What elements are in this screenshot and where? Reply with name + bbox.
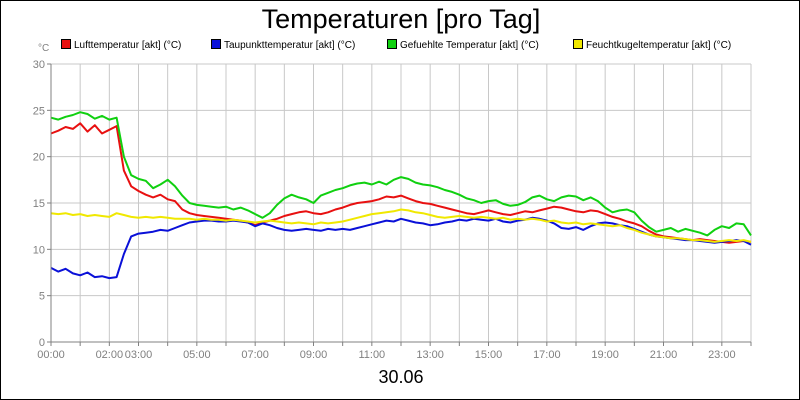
y-axis-unit: °C	[38, 43, 50, 54]
x-tick-label: 07:00	[241, 349, 269, 361]
legend-swatch-taupunkttemperatur	[211, 39, 221, 50]
y-tick-label: 25	[33, 105, 45, 117]
series-line-lufttemperatur	[50, 122, 752, 244]
date-label: 30.06	[378, 367, 424, 387]
x-tick-label: 02:00	[96, 349, 124, 361]
x-tick-label: 15:00	[475, 349, 503, 361]
legend-item-lufttemperatur: Lufttemperatur [akt] (°C)	[61, 39, 181, 53]
legend-item-taupunkttemperatur: Taupunkttemperatur [akt] (°C)	[211, 39, 355, 53]
y-tick-label: 5	[39, 291, 45, 303]
legend: Lufttemperatur [akt] (°C) Taupunkttemper…	[1, 39, 799, 53]
x-tick-label: 17:00	[533, 349, 561, 361]
series-line-gefuehlte-temperatur	[50, 111, 752, 237]
series-line-feuchtkugeltemperatur	[50, 208, 752, 243]
x-tick-label: 05:00	[183, 349, 211, 361]
legend-label-feuchtkugeltemperatur: Feuchtkugeltemperatur [akt] (°C)	[586, 40, 732, 51]
legend-swatch-gefuehlte-temperatur	[387, 39, 397, 50]
y-tick-label: 0	[39, 337, 45, 349]
y-tick-label: 20	[33, 152, 45, 164]
y-tick-label: 15	[33, 198, 45, 210]
legend-label-gefuehlte-temperatur: Gefuehlte Temperatur [akt] (°C)	[400, 40, 539, 51]
legend-swatch-feuchtkugeltemperatur	[573, 39, 583, 50]
series-layer	[50, 111, 752, 280]
x-tick-label: 03:00	[125, 349, 153, 361]
legend-label-lufttemperatur: Lufttemperatur [akt] (°C)	[74, 40, 182, 51]
x-tick-label: 21:00	[650, 349, 678, 361]
x-tick-label: 00:00	[37, 349, 65, 361]
legend-swatch-lufttemperatur	[61, 39, 71, 50]
y-tick-label: 10	[33, 244, 45, 256]
legend-label-taupunkttemperatur: Taupunkttemperatur [akt] (°C)	[224, 40, 356, 51]
x-tick-label: 11:00	[358, 349, 385, 361]
legend-item-feuchtkugeltemperatur: Feuchtkugeltemperatur [akt] (°C)	[573, 39, 731, 53]
y-tick-label: 30	[33, 59, 45, 71]
axis-layer: 0 5 10 15 20 25 30 00:00 02:00 03:00 05:00 07:00 09:…	[33, 59, 752, 361]
grid-layer	[50, 63, 752, 343]
x-tick-label: 09:00	[300, 349, 328, 361]
x-tick-label: 23:00	[708, 349, 736, 361]
chart-title: Temperaturen [pro Tag]	[261, 4, 541, 34]
x-tick-label: 19:00	[591, 349, 619, 361]
x-tick-label: 13:00	[416, 349, 444, 361]
legend-item-gefuehlte-temperatur: Gefuehlte Temperatur [akt] (°C)	[387, 39, 539, 53]
